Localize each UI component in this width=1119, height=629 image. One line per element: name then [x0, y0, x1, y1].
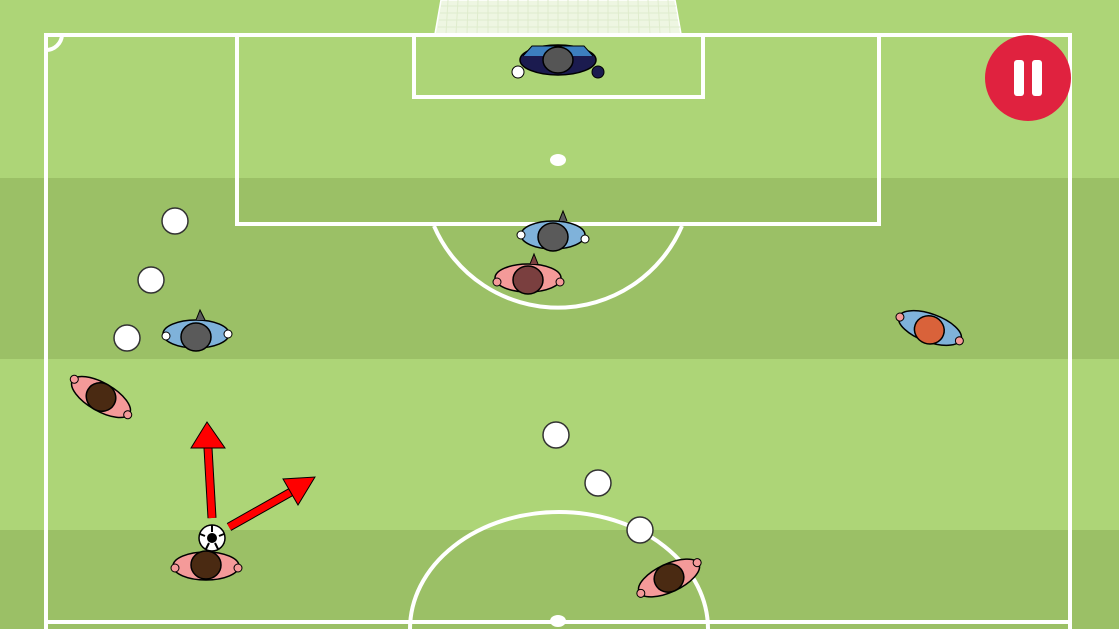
goal-net	[434, 0, 682, 35]
run-markers	[113, 207, 654, 544]
player-ball-carrier[interactable]	[170, 550, 243, 581]
pass-arrow-forward[interactable]	[190, 421, 226, 519]
run-marker	[137, 266, 165, 294]
run-marker	[542, 421, 570, 449]
run-marker	[584, 469, 612, 497]
grass-stripe	[0, 530, 1119, 629]
run-marker	[113, 324, 141, 352]
pause-icon	[985, 35, 1071, 121]
player-defender-right[interactable]	[891, 303, 969, 356]
player-defender-left[interactable]	[161, 308, 233, 352]
run-marker	[161, 207, 189, 235]
player-midfielder-right[interactable]	[630, 550, 707, 606]
soccer-ball[interactable]	[198, 524, 226, 552]
pause-button[interactable]	[985, 35, 1071, 121]
center-spot	[550, 615, 566, 627]
player-goalkeeper[interactable]	[511, 44, 605, 79]
run-marker	[626, 516, 654, 544]
penalty-spot	[550, 154, 566, 166]
player-winger-left[interactable]	[63, 367, 139, 427]
pass-arrow-diagonal[interactable]	[226, 476, 316, 531]
player-striker-center[interactable]	[492, 252, 565, 295]
player-defender-center[interactable]	[516, 209, 590, 252]
